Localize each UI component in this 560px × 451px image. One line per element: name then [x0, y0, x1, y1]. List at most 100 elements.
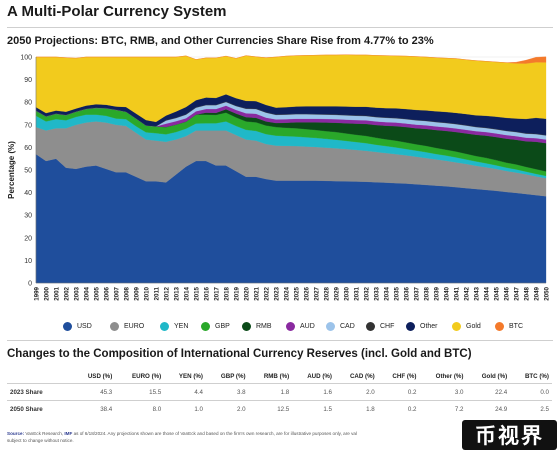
table-cell: 7.2: [419, 400, 467, 417]
legend-item-rmb: RMB: [242, 316, 272, 336]
x-tick-label: 2001: [53, 286, 60, 300]
x-tick-label: 2009: [133, 286, 140, 300]
table-cell: 1.5: [292, 400, 335, 417]
table-header-cell: Other (%): [435, 373, 464, 380]
legend-label: Other: [420, 322, 438, 330]
x-tick-label: 2048: [523, 286, 530, 300]
x-tick-label: 2032: [363, 286, 370, 300]
x-tick-label: 2047: [513, 286, 520, 300]
y-tick-label: 0: [28, 281, 32, 288]
table-cell: 0.2: [377, 400, 420, 417]
table-title: Changes to the Composition of Internatio…: [7, 348, 472, 360]
x-tick-label: 2029: [333, 286, 340, 300]
table-header-cell: USD (%): [87, 373, 113, 380]
legend-swatch: [406, 321, 415, 331]
table-cell: 1.8: [334, 400, 378, 417]
x-tick-label: 2026: [303, 286, 310, 300]
legend-item-usd: USD: [63, 316, 92, 336]
y-tick-label: 30: [24, 213, 32, 220]
source-imf: IMF: [64, 431, 73, 436]
x-tick-label: 2043: [473, 286, 480, 300]
y-tick-label: 80: [24, 100, 32, 107]
x-tick-label: 2007: [113, 286, 120, 300]
legend-item-chf: CHF: [366, 316, 394, 336]
legend-label: AUD: [300, 322, 315, 330]
table-cell: 4.4: [164, 383, 206, 401]
table-cell: 0.2: [377, 383, 420, 401]
x-tick-label: 2037: [413, 286, 420, 300]
y-tick-label: 40: [24, 190, 32, 197]
table-cell: 22.4: [466, 383, 511, 401]
table-header-cell: YEN (%): [178, 373, 203, 380]
table-cell: 8.0: [115, 400, 165, 417]
x-tick-label: 2021: [253, 286, 260, 300]
source-label: Source:: [7, 431, 25, 436]
x-tick-label: 1999: [33, 286, 40, 300]
table-cell: 2050 Share: [7, 400, 73, 417]
y-tick-label: 100: [20, 55, 32, 62]
x-tick-label: 2050: [543, 286, 550, 300]
table-cell: 3.0: [419, 383, 467, 401]
x-tick-label: 2044: [483, 286, 490, 300]
x-tick-label: 2017: [213, 286, 220, 300]
legend-swatch: [326, 321, 335, 331]
x-tick-label: 2027: [313, 286, 320, 300]
x-tick-label: 2010: [143, 286, 150, 300]
table-cell: 2.0: [205, 400, 249, 417]
table-header-cell: EURO (%): [131, 373, 162, 380]
x-tick-label: 2041: [453, 286, 460, 300]
table-cell: 15.5: [115, 383, 165, 401]
table-header-row: USD (%) EURO (%) YEN (%) GBP (%) RMB (%) AUD …: [7, 370, 552, 384]
x-tick-label: 2018: [223, 286, 230, 300]
legend-label: USD: [77, 322, 92, 330]
legend-item-btc: BTC: [495, 316, 523, 336]
y-tick-label: 70: [24, 122, 32, 129]
source-note: Source: VanEck Research, IMF as of 6/18/…: [7, 430, 477, 444]
legend-label: Gold: [466, 322, 481, 330]
table-cell: 12.5: [248, 400, 293, 417]
x-tick-label: 2030: [343, 286, 350, 300]
x-tick-label: 2022: [263, 286, 270, 300]
x-tick-label: 2015: [193, 286, 200, 300]
x-tick-label: 2016: [203, 286, 210, 300]
area-btc: [36, 54, 547, 64]
watermark-logo: 币视界: [462, 420, 557, 450]
x-tick-label: 2006: [103, 286, 110, 300]
table-cell: 38.4: [73, 400, 116, 417]
table-cell: 2.0: [334, 383, 378, 401]
table-header-cell: CAD (%): [349, 373, 375, 380]
legend-label: YEN: [174, 322, 189, 330]
legend-swatch: [110, 321, 119, 331]
x-tick-label: 2004: [83, 286, 90, 300]
table-header-cell: BTC (%): [524, 373, 549, 380]
legend-item-gold: Gold: [452, 316, 481, 336]
table-cell: 24.9: [466, 400, 511, 417]
chart-subtitle: 2050 Projections: BTC, RMB, and Other Cu…: [7, 35, 434, 47]
x-tick-label: 2023: [273, 286, 280, 300]
table-cell: 45.3: [73, 383, 116, 401]
y-tick-label: 90: [24, 77, 32, 84]
legend-item-other: Other: [406, 316, 438, 336]
section-divider: [7, 340, 553, 341]
x-tick-label: 2036: [403, 286, 410, 300]
x-tick-label: 2035: [393, 286, 400, 300]
x-tick-label: 2012: [163, 286, 170, 300]
x-tick-label: 2019: [233, 286, 240, 300]
table-cell: 1.0: [164, 400, 206, 417]
x-tick-label: 2046: [503, 286, 510, 300]
reserves-table: USD (%) EURO (%) YEN (%) GBP (%) RMB (%) AUD …: [7, 370, 552, 417]
legend-label: GBP: [215, 322, 230, 330]
legend-swatch: [242, 321, 251, 331]
legend-item-gbp: GBP: [201, 316, 230, 336]
x-tick-label: 2020: [243, 286, 250, 300]
x-tick-label: 2034: [383, 286, 390, 300]
table-header-cell: [7, 370, 73, 384]
source-line2: subject to change without notice.: [7, 438, 74, 443]
x-tick-label: 2042: [463, 286, 470, 300]
y-tick-label: 50: [24, 168, 32, 175]
table-header-cell: CHF (%): [392, 373, 417, 380]
x-tick-label: 2008: [123, 286, 130, 300]
table-header-cell: Gold (%): [481, 373, 508, 380]
table-body: 2023 Share 45.3 15.5 4.4 3.8 1.8 1.6 2.0 0.2 3.0 2…: [7, 383, 552, 417]
